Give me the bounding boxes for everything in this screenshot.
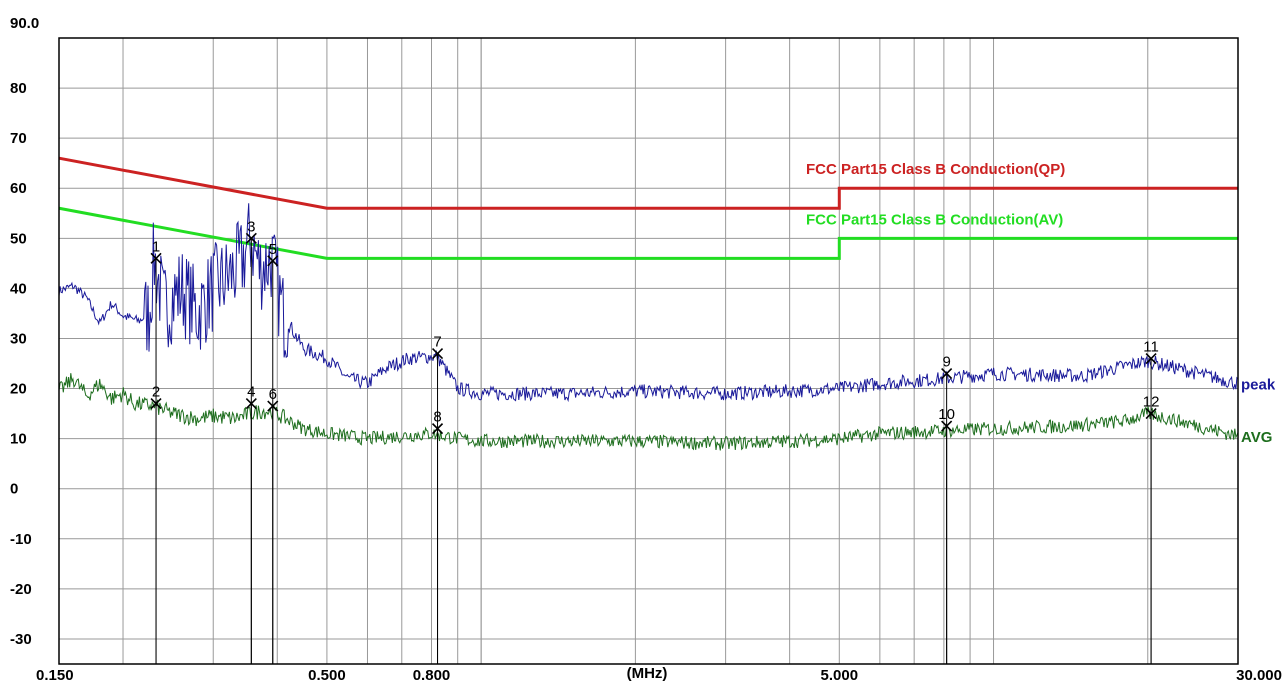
y-tick-label: -10 <box>10 531 32 548</box>
marker-cross <box>941 367 953 380</box>
series-label: AVG <box>1241 429 1272 446</box>
marker-label: 9 <box>942 354 950 371</box>
marker-label: 8 <box>433 409 441 426</box>
marker-label: 1 <box>152 238 160 255</box>
grid <box>59 37 1238 664</box>
marker-label: 6 <box>269 386 277 403</box>
y-tick-label: -20 <box>10 581 32 598</box>
y-tick-label: 50 <box>10 230 27 247</box>
series-line <box>58 203 1239 403</box>
plot-frame <box>58 37 1239 665</box>
marker-label: 2 <box>152 384 160 401</box>
marker-cross <box>431 423 444 435</box>
marker-cross <box>267 400 279 412</box>
limit-labels: FCC Part15 Class B Conduction(QP) FCC Par… <box>806 161 1065 228</box>
marker-cross <box>431 347 444 360</box>
marker-label: 10 <box>938 406 955 423</box>
x-axis-label: (MHz) <box>627 665 668 682</box>
trace-labels: peak AVG <box>1241 377 1276 447</box>
marker-label: 3 <box>247 218 255 235</box>
y-tick-label: 0 <box>10 481 18 498</box>
limit-lines <box>58 156 1238 260</box>
marker-cross <box>1145 408 1157 420</box>
y-tick-label: -30 <box>10 631 32 648</box>
x-tick-labels: 0.150 0.500 0.800 5.000 30.000 <box>36 667 1282 684</box>
marker-label: 11 <box>1143 339 1159 356</box>
y-tick-label: 60 <box>10 180 27 197</box>
marker-cross <box>150 252 162 264</box>
marker-label: 7 <box>433 334 441 351</box>
x-tick-label: 0.150 <box>36 667 74 684</box>
limit-line <box>58 206 1238 260</box>
x-tick-label: 30.000 <box>1236 667 1282 684</box>
x-tick-label: 5.000 <box>821 667 859 684</box>
marker-cross <box>267 255 279 267</box>
marker-label: 5 <box>269 241 277 258</box>
marker-cross <box>245 232 257 244</box>
y-tick-label: 90.0 <box>10 15 39 32</box>
y-tick-label: 20 <box>10 381 27 398</box>
y-tick-label: 70 <box>10 130 27 147</box>
marker-label: 4 <box>247 384 255 401</box>
marker-cross <box>1145 352 1157 365</box>
y-tick-label: 80 <box>10 80 27 97</box>
x-tick-label: 0.800 <box>413 667 451 684</box>
series-label: peak <box>1241 377 1276 394</box>
limit-line <box>58 156 1238 210</box>
marker-cross <box>245 398 257 410</box>
marker-cross <box>150 398 162 410</box>
y-tick-label: 30 <box>10 330 27 347</box>
y-tick-labels: 90.0 80 70 60 50 40 30 20 10 0 -10 -20 -30 <box>10 15 39 648</box>
marker-label: 12 <box>1143 394 1160 411</box>
y-tick-label: 10 <box>10 431 27 448</box>
limit-label: FCC Part15 Class B Conduction(QP) <box>806 161 1065 178</box>
marker-cross <box>941 420 953 432</box>
x-tick-label: 0.500 <box>308 667 346 684</box>
y-tick-label: 40 <box>10 280 27 297</box>
limit-label: FCC Part15 Class B Conduction(AV) <box>806 211 1063 228</box>
